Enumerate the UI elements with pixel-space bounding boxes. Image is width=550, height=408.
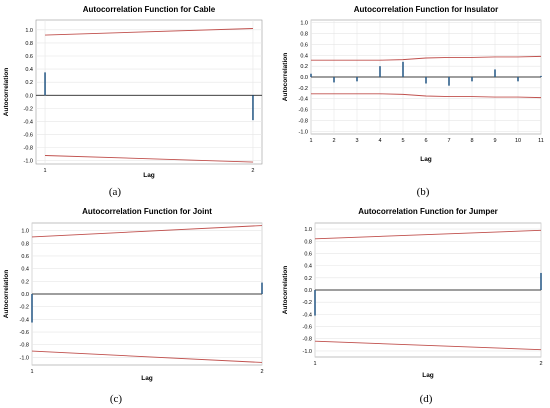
y-tick-label: -0.8 — [24, 146, 33, 152]
y-tick-label: 0.6 — [21, 254, 29, 260]
y-tick-label: 1.0 — [25, 28, 33, 34]
y-tick-label: -0.4 — [299, 97, 308, 103]
panel-caption: (c) — [109, 393, 123, 405]
upper-significance-limit — [311, 55, 542, 61]
x-tick-label: 1 — [313, 361, 316, 367]
x-tick-label: 11 — [538, 138, 544, 144]
y-tick-label: -1.0 — [303, 349, 312, 355]
panel-caption: (a) — [108, 186, 122, 198]
x-tick-label: 2 — [251, 168, 254, 174]
y-tick-label: 0.4 — [304, 264, 312, 270]
x-tick-label: 2 — [539, 361, 542, 367]
x-tick-label: 2 — [332, 138, 335, 144]
y-tick-label: -0.6 — [299, 108, 308, 114]
lower-significance-limit — [31, 350, 263, 363]
x-tick-label: 5 — [401, 138, 404, 144]
lower-significance-limit — [45, 155, 253, 163]
y-tick-label: 0.2 — [21, 279, 29, 285]
x-tick-label: 1 — [44, 168, 47, 174]
y-tick-label: -0.4 — [303, 312, 312, 318]
y-tick-label: 0.6 — [25, 54, 33, 60]
y-axis-label: Autocorrelation — [282, 53, 289, 101]
y-axis-label: Autocorrelation — [3, 270, 10, 318]
y-tick-label: 0.2 — [304, 276, 312, 282]
upper-significance-limit — [314, 229, 542, 240]
chart-title: Autocorrelation Function for Joint — [82, 207, 212, 216]
x-axis-label: Lag — [141, 375, 153, 382]
x-axis-label: Lag — [422, 372, 434, 379]
y-tick-label: 0.0 — [300, 75, 308, 81]
y-tick-label: -1.0 — [299, 129, 308, 135]
x-axis-label: Lag — [143, 172, 155, 179]
y-tick-label: 0.4 — [21, 267, 29, 273]
x-tick-label: 2 — [260, 369, 263, 375]
x-tick-label: 3 — [355, 138, 358, 144]
y-tick-label: -1.0 — [24, 159, 33, 165]
y-tick-label: 0.4 — [25, 67, 33, 73]
x-tick-label: 1 — [30, 369, 33, 375]
acf-chart: 1.0 0.8 0.6 0.4 0.2 0.0 -0.2 -0.4 -0.6 -0.8 -1.01 2… — [282, 5, 544, 163]
upper-significance-limit — [31, 225, 263, 238]
y-tick-label: -0.6 — [24, 133, 33, 139]
y-tick-label: 0.0 — [21, 292, 29, 298]
chart-title: Autocorrelation Function for Insulator — [354, 5, 498, 14]
chart-title: Autocorrelation Function for Cable — [83, 5, 216, 14]
x-tick-label: 10 — [515, 138, 521, 144]
y-tick-label: -0.2 — [299, 86, 308, 92]
acf-chart: 1.0 0.8 0.6 0.4 0.2 0.0 -0.2 -0.4 -0.6 -0.8 -1.01 2… — [282, 207, 543, 379]
y-tick-label: -0.2 — [24, 106, 33, 112]
panel-caption: (d) — [419, 393, 433, 405]
acf-chart: 1.0 0.8 0.6 0.4 0.2 0.0 -0.2 -0.4 -0.6 -0.8 -1.0 1 2… — [3, 5, 263, 179]
acf-panel-2: 1.0 0.8 0.6 0.4 0.2 0.0 -0.2 -0.4 -0.6 -0.8 -1.0 1 2… — [279, 0, 550, 180]
x-tick-label: 7 — [447, 138, 450, 144]
plot-area — [35, 19, 263, 165]
y-tick-label: 0.2 — [300, 64, 308, 70]
y-tick-label: 0.6 — [304, 251, 312, 257]
y-tick-label: 1.0 — [21, 229, 29, 235]
y-tick-label: 0.6 — [300, 42, 308, 48]
y-tick-label: -1.0 — [20, 355, 29, 361]
y-tick-label: 0.0 — [304, 288, 312, 294]
y-tick-label: -0.6 — [303, 325, 312, 331]
acf-panel-3: 1.0 0.8 0.6 0.4 0.2 0.0 -0.2 -0.4 -0.6 -0.8 -1.0 1 2… — [0, 205, 270, 383]
lower-significance-limit — [314, 340, 542, 351]
x-axis-label: Lag — [420, 156, 432, 163]
y-tick-label: 0.8 — [25, 41, 33, 47]
x-tick-label: 1 — [309, 138, 312, 144]
y-axis-label: Autocorrelation — [282, 266, 289, 314]
y-tick-label: -0.2 — [20, 305, 29, 311]
lower-significance-limit — [311, 93, 542, 99]
acf-panel-4: 1.0 0.8 0.6 0.4 0.2 0.0 -0.2 -0.4 -0.6 -0.8 -1.0 1 2… — [279, 205, 550, 383]
x-tick-label: 6 — [424, 138, 427, 144]
y-tick-label: -0.8 — [20, 343, 29, 349]
y-tick-label: -0.4 — [24, 119, 33, 125]
panel-caption: (b) — [416, 186, 430, 198]
acf-panel-1: 1.0 0.8 0.6 0.4 0.2 0.0 -0.2 -0.4 -0.6 -0.8 -1.0 1 2… — [0, 0, 270, 180]
upper-significance-limit — [45, 28, 253, 36]
x-tick-label: 4 — [378, 138, 381, 144]
x-tick-label: 9 — [493, 138, 496, 144]
chart-title: Autocorrelation Function for Jumper — [358, 207, 498, 216]
y-tick-label: -0.8 — [299, 118, 308, 124]
y-tick-label: -0.8 — [303, 337, 312, 343]
x-tick-label: 8 — [470, 138, 473, 144]
y-tick-label: 0.0 — [25, 93, 33, 99]
y-axis-label: Autocorrelation — [3, 68, 10, 116]
y-tick-label: -0.2 — [303, 300, 312, 306]
y-tick-label: -0.4 — [20, 317, 29, 323]
acf-chart: 1.0 0.8 0.6 0.4 0.2 0.0 -0.2 -0.4 -0.6 -0.8 -1.0 1 2… — [3, 207, 264, 382]
y-tick-label: 1.0 — [304, 227, 312, 233]
y-tick-label: -0.6 — [20, 330, 29, 336]
y-tick-label: 0.4 — [300, 53, 308, 59]
y-tick-label: 0.8 — [300, 32, 308, 38]
y-tick-label: 0.2 — [25, 80, 33, 86]
y-tick-label: 0.8 — [304, 239, 312, 245]
y-tick-label: 0.8 — [21, 241, 29, 247]
y-tick-label: 1.0 — [300, 21, 308, 27]
